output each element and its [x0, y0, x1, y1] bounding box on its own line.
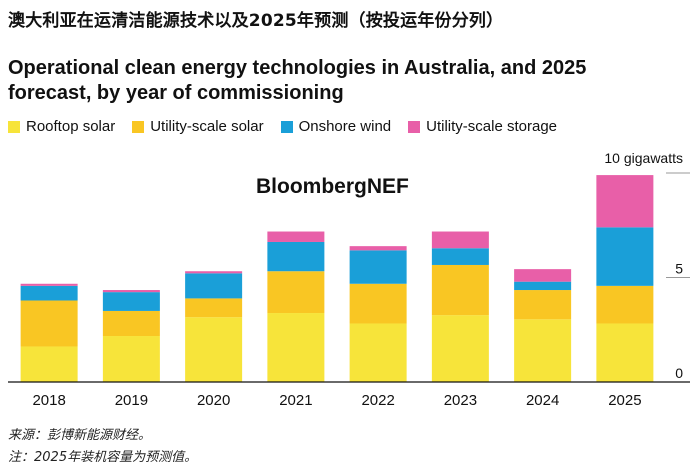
bar-segment-2024-utility-scale-storage	[514, 269, 572, 282]
bar-segment-2019-onshore-wind	[102, 292, 160, 311]
legend-label: Utility-scale storage	[426, 118, 558, 135]
legend-item-utility-storage: Utility-scale storage	[408, 118, 557, 135]
bar-segment-2022-onshore-wind	[349, 250, 407, 284]
x-tick-label: 2019	[115, 392, 148, 409]
bar-segment-2018-rooftop-solar	[20, 346, 78, 382]
x-tick-label: 2024	[526, 392, 559, 409]
legend-swatch-rooftop-solar	[8, 120, 20, 133]
bar-segment-2024-rooftop-solar	[514, 319, 572, 382]
bar-segment-2022-rooftop-solar	[349, 323, 407, 382]
bar-segment-2018-utility-scale-storage	[20, 283, 78, 286]
legend-item-rooftop-solar: Rooftop solar	[8, 118, 115, 135]
bar-segment-2021-rooftop-solar	[267, 313, 325, 382]
bar-segment-2020-onshore-wind	[185, 273, 243, 299]
watermark-logo: BloombergNEF	[256, 175, 409, 198]
bar-segment-2024-utility-scale-solar	[514, 290, 572, 320]
x-tick-label: 2023	[444, 392, 477, 409]
bar-segment-2022-utility-scale-storage	[349, 246, 407, 251]
y-tick-label: 5	[675, 261, 683, 277]
forecast-note: 注：2025年装机容量为预测值。	[8, 450, 198, 465]
legend-swatch-utility-solar	[132, 120, 145, 133]
legend-swatch-utility-storage	[408, 120, 421, 133]
bar-segment-2023-rooftop-solar	[431, 315, 489, 382]
source-note: 来源：彭博新能源财经。	[8, 428, 152, 443]
x-tick-label: 2025	[608, 392, 641, 409]
chinese-title: 澳大利亚在运清洁能源技术以及2025年预测（按投运年份分列）	[8, 11, 504, 31]
bar-segment-2021-utility-scale-solar	[267, 271, 325, 314]
x-tick-label: 2022	[361, 392, 394, 409]
bar-segment-2019-rooftop-solar	[102, 336, 160, 382]
y-tick-label: 0	[675, 365, 683, 381]
legend-label: Rooftop solar	[26, 118, 116, 135]
bar-segment-2025-rooftop-solar	[596, 323, 654, 382]
bar-segment-2020-utility-scale-storage	[185, 271, 243, 274]
x-tick-label: 2018	[32, 392, 65, 409]
y-tick-label-top: 10 gigawatts	[604, 150, 683, 166]
bar-segment-2025-utility-scale-storage	[596, 175, 654, 228]
bar-segment-2018-utility-scale-solar	[20, 300, 78, 347]
x-tick-label: 2020	[197, 392, 230, 409]
legend-item-utility-solar: Utility-scale solar	[132, 118, 264, 135]
stacked-bar-chart: BloombergNEF 2018 2019 2020 2021 2022 2023 2024…	[8, 150, 690, 409]
legend-swatch-onshore-wind	[280, 120, 293, 133]
bar-segment-2018-onshore-wind	[20, 285, 78, 301]
bar-segment-2021-utility-scale-storage	[267, 231, 325, 242]
bar-segment-2025-onshore-wind	[596, 227, 654, 286]
bar-segment-2019-utility-scale-storage	[102, 290, 160, 293]
chart-title: Operational clean energy technologies in…	[8, 57, 587, 104]
bar-segment-2023-onshore-wind	[431, 248, 489, 265]
bar-segment-2024-onshore-wind	[514, 281, 572, 291]
bar-segment-2025-utility-scale-solar	[596, 285, 654, 324]
bar-segment-2020-rooftop-solar	[185, 317, 243, 382]
legend: Rooftop solar Utility-scale solar Onshor…	[8, 118, 574, 135]
legend-label: Utility-scale solar	[150, 118, 264, 135]
bar-segment-2019-utility-scale-solar	[102, 310, 160, 337]
bar-segment-2023-utility-scale-solar	[431, 264, 489, 316]
bar-segment-2021-onshore-wind	[267, 241, 325, 272]
bar-segment-2023-utility-scale-storage	[431, 231, 489, 249]
legend-label: Onshore wind	[298, 118, 392, 135]
bar-segment-2022-utility-scale-solar	[349, 283, 407, 324]
legend-item-onshore-wind: Onshore wind	[280, 118, 392, 135]
bar-segment-2020-utility-scale-solar	[185, 298, 243, 318]
x-tick-label: 2021	[279, 392, 312, 409]
